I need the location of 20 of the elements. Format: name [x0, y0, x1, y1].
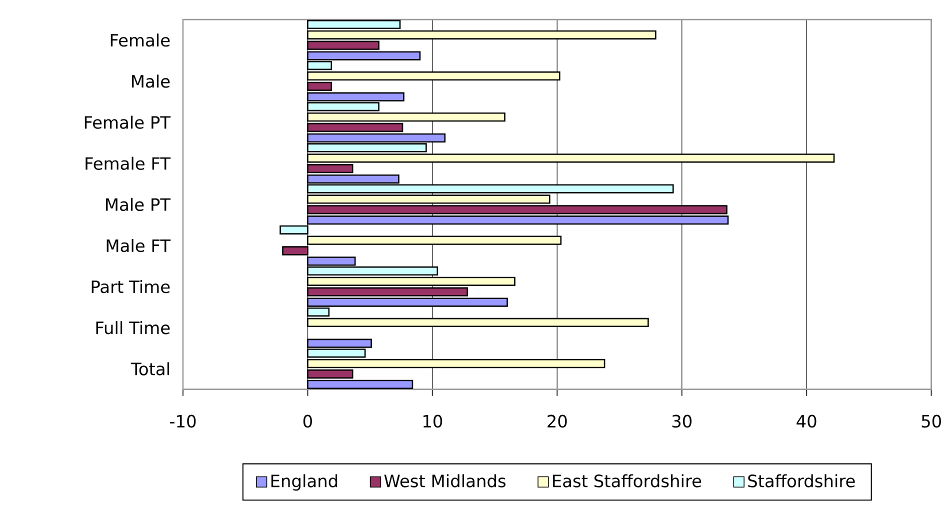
x-tick-label: 40 [796, 415, 816, 428]
x-tick-label: 50 [922, 415, 941, 428]
legend-label: West Midlands [384, 474, 506, 488]
y-tick-label: Full Time [96, 321, 170, 335]
x-tick-label: 30 [672, 415, 692, 428]
legend-label: England [271, 474, 338, 491]
legend-label: East Staffordshire [553, 474, 702, 488]
x-tick-label: 20 [548, 415, 567, 428]
y-tick-label: Part Time [92, 280, 170, 294]
x-tick-label: 10 [423, 415, 442, 428]
y-tick-label: Male FT [106, 239, 171, 252]
y-tick-label: Female FT [86, 157, 171, 170]
y-tick-label: Female PT [84, 116, 171, 130]
x-tick-label: -10 [170, 415, 196, 428]
y-tick-label: Female [110, 34, 170, 47]
y-tick-label: Total [130, 362, 169, 376]
y-tick-label: Male [132, 74, 170, 88]
y-tick-label: Male PT [106, 198, 171, 212]
legend-label: Staffordshire [748, 474, 855, 488]
x-tick-label: 0 [303, 415, 312, 428]
